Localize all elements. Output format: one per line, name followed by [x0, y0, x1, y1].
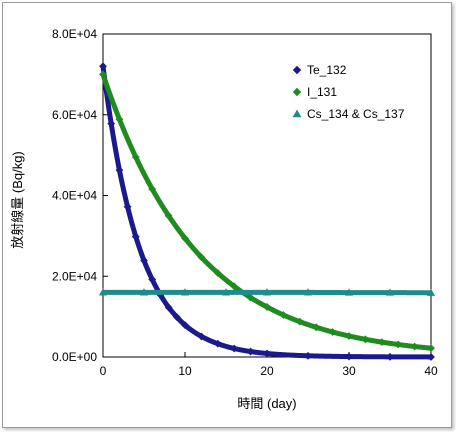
data-point [386, 352, 394, 361]
data-point [164, 211, 173, 220]
data-point [180, 288, 190, 296]
data-point [99, 70, 107, 79]
data-point [345, 332, 353, 340]
data-point [164, 303, 173, 312]
data-point [98, 288, 108, 296]
x-axis-label: 時間 (day) [237, 396, 296, 411]
data-point [426, 288, 436, 296]
data-point [263, 349, 271, 358]
data-point [295, 317, 304, 326]
data-point [279, 311, 288, 319]
x-tick-label: 0 [100, 364, 107, 378]
data-point [427, 353, 435, 361]
data-point [385, 288, 395, 296]
data-point [139, 288, 149, 296]
y-tick-label: 8.0E+04 [52, 27, 97, 41]
data-point [99, 62, 107, 71]
y-tick-label: 4.0E+04 [52, 189, 97, 203]
legend-label: I_131 [307, 85, 337, 99]
legend-label: Te_132 [307, 63, 347, 77]
data-point [115, 166, 124, 174]
data-point [148, 275, 157, 284]
legend: Te_132 I_131 Cs_134 & Cs_137 [292, 63, 405, 121]
data-point [410, 342, 419, 351]
data-point [197, 253, 206, 262]
data-point [427, 344, 435, 353]
y-tick-label: 6.0E+04 [52, 108, 97, 122]
data-point [213, 269, 222, 277]
data-point [148, 185, 157, 193]
y-tick-label: 0.0E+00 [52, 350, 97, 364]
data-point [262, 288, 272, 296]
legend-marker [292, 87, 302, 97]
data-point [344, 288, 354, 296]
data-point [172, 313, 181, 321]
data-point [377, 338, 386, 347]
data-point [263, 303, 271, 311]
x-tick-label: 10 [178, 364, 192, 378]
legend-marker [292, 65, 302, 75]
y-axis-label: 放射線量 (Bq/kg) [10, 151, 25, 249]
plot-area: 0.0E+00 2.0E+04 4.0E+04 6.0E+04 8.0E+04 0 10 20… [52, 27, 438, 378]
data-point [197, 332, 206, 341]
data-point [312, 323, 321, 332]
data-point [115, 115, 124, 124]
data-point [328, 328, 337, 336]
data-point [304, 351, 312, 360]
x-tick-label: 40 [424, 364, 438, 378]
data-point [230, 282, 239, 291]
data-point [107, 119, 116, 128]
data-point [140, 256, 148, 265]
data-point [246, 347, 255, 356]
data-point [181, 234, 189, 243]
y-tick-label: 2.0E+04 [52, 269, 97, 283]
data-point [303, 288, 313, 296]
data-point [131, 232, 140, 241]
data-point [181, 321, 189, 330]
legend-marker [292, 109, 302, 118]
legend-label: Cs_134 & Cs_137 [307, 107, 405, 121]
data-point [230, 344, 239, 353]
data-point [123, 202, 132, 211]
data-point [131, 153, 140, 162]
data-point [221, 288, 231, 296]
data-point [361, 335, 370, 344]
x-tick-label: 30 [342, 364, 356, 378]
data-point [213, 339, 222, 348]
data-point [345, 352, 353, 361]
data-point [246, 293, 255, 302]
data-point [394, 340, 403, 349]
x-tick-label: 20 [260, 364, 274, 378]
